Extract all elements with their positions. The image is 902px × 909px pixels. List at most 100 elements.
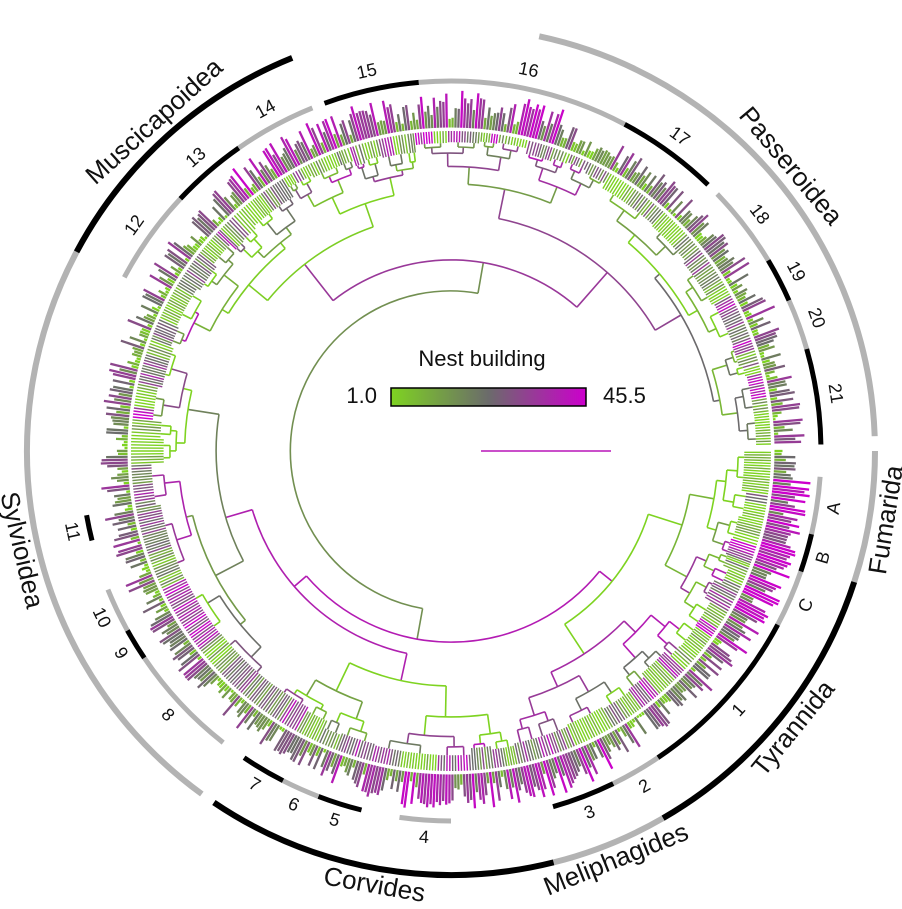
stem-branch: [709, 329, 717, 333]
node-arc: [370, 163, 378, 165]
tip-branch: [560, 151, 564, 161]
trait-bar: [773, 465, 795, 466]
stem-branch: [745, 407, 753, 408]
stem-branch: [539, 168, 543, 180]
stem-branch: [499, 157, 501, 170]
stem-branch: [721, 555, 727, 557]
tip-branch: [135, 495, 155, 498]
tip-branch: [214, 649, 234, 667]
trait-bar: [117, 480, 130, 481]
stem-branch: [322, 174, 324, 179]
stem-branch: [351, 162, 353, 167]
stem-branch: [739, 430, 747, 431]
node-arc: [723, 470, 727, 500]
tip-branch: [756, 438, 771, 439]
stem-branch: [551, 187, 557, 203]
tip-branch: [485, 747, 488, 769]
tip-branch: [424, 754, 425, 770]
tip-branch: [134, 492, 154, 495]
tip-branch: [744, 467, 771, 469]
stem-branch: [424, 716, 426, 736]
tip-branch: [347, 737, 353, 753]
stem-branch: [713, 541, 724, 545]
trait-bar: [688, 215, 708, 233]
node-arc: [487, 155, 509, 159]
stem-branch: [496, 742, 497, 749]
node-arc: [719, 555, 721, 561]
tip-branch: [429, 132, 430, 144]
stem-branch: [376, 157, 378, 163]
stem-branch: [727, 470, 738, 471]
trait-bar: [113, 424, 130, 425]
tip-branch: [489, 133, 490, 142]
node-arc: [713, 522, 719, 540]
stem-branch: [735, 361, 738, 362]
trait-bar: [411, 121, 412, 131]
trait-bar: [437, 773, 438, 802]
clade-arc: [283, 781, 318, 797]
node-arc: [655, 278, 714, 401]
node-arc: [712, 370, 722, 415]
trait-bar: [478, 772, 480, 800]
stem-branch: [688, 276, 694, 280]
node-arc: [277, 221, 296, 235]
stem-branch: [165, 374, 169, 375]
stem-branch: [213, 272, 217, 275]
stem-branch: [684, 623, 693, 630]
tip-branch: [194, 261, 212, 274]
trait-bar: [114, 494, 132, 496]
stem-branch: [503, 144, 504, 149]
node-arc: [176, 431, 177, 451]
stem-branch: [260, 222, 264, 226]
node-arc: [623, 615, 651, 644]
tip-branch: [131, 457, 164, 458]
trait-bar: [228, 182, 246, 203]
tip-branch: [189, 268, 207, 281]
stem-branch: [468, 167, 469, 184]
stem-branch: [161, 434, 171, 435]
node-arc: [565, 514, 649, 624]
legend-title: Nest building: [418, 346, 545, 371]
stem-branch: [478, 263, 483, 294]
tip-branch: [437, 131, 438, 143]
tip-branch: [536, 738, 542, 758]
tip-branch: [752, 402, 767, 404]
node-arc: [733, 495, 735, 507]
tip-branch: [211, 645, 231, 662]
tip-branch: [131, 442, 164, 443]
stem-branch: [696, 582, 706, 587]
stem-branch: [409, 153, 410, 162]
node-arc: [658, 621, 670, 635]
stem-branch: [332, 197, 340, 214]
clade-label: 20: [804, 305, 830, 331]
stem-branch: [214, 622, 220, 626]
node-arc: [180, 334, 184, 344]
node-arc: [164, 475, 166, 495]
clade-rings: [27, 36, 875, 875]
trait-bar: [396, 122, 398, 133]
tip-branch: [133, 417, 153, 419]
stem-branch: [240, 620, 245, 624]
stem-branch: [267, 223, 277, 235]
stem-branch: [725, 541, 730, 543]
stem-branch: [561, 162, 563, 167]
tip-branch: [266, 190, 278, 207]
stem-branch: [363, 164, 364, 167]
group-label: Muscicapoidea: [79, 51, 228, 190]
node-arc: [210, 286, 238, 331]
stem-branch: [517, 730, 520, 742]
stem-branch: [731, 351, 734, 352]
tip-branch: [205, 639, 225, 656]
stem-branch: [193, 296, 202, 301]
stem-branch: [228, 260, 233, 264]
stem-branch: [579, 168, 581, 173]
stem-branch: [669, 621, 679, 629]
tip-branch: [421, 754, 423, 770]
stem-branch: [656, 246, 665, 255]
stem-branch: [539, 724, 543, 736]
stem-branch: [487, 147, 488, 156]
stem-branch: [634, 671, 641, 679]
stem-branch: [230, 640, 235, 644]
trait-bar: [772, 474, 791, 475]
tip-branch: [541, 736, 547, 756]
